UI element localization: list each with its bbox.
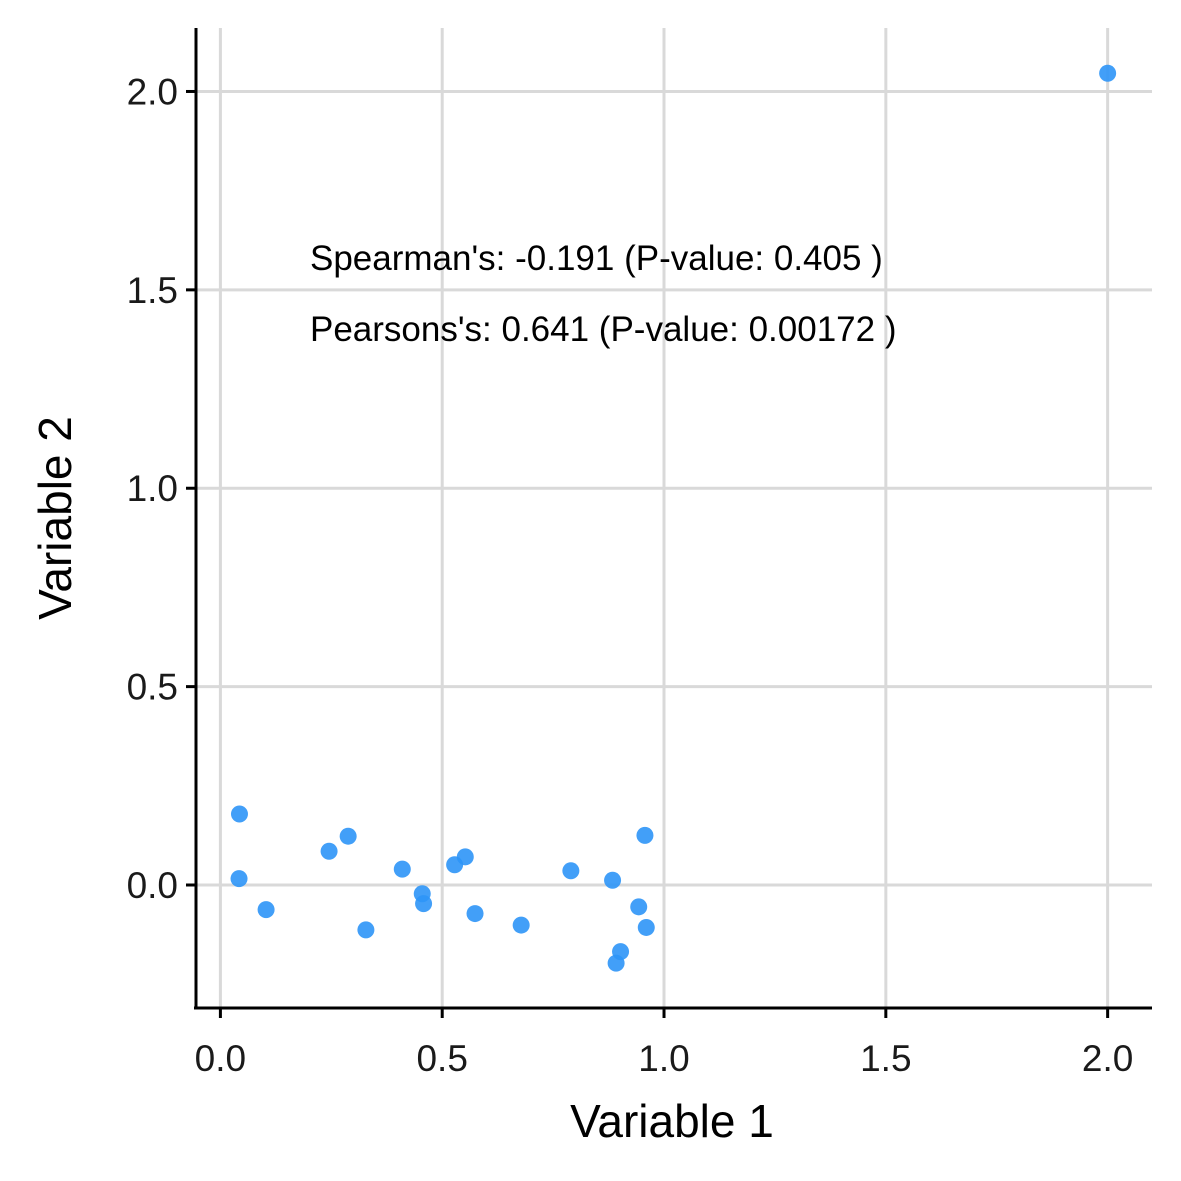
- data-point: [257, 901, 275, 919]
- data-point: [466, 905, 484, 923]
- y-tick-label: 2.0: [127, 71, 178, 112]
- data-point: [339, 827, 357, 845]
- data-point: [636, 826, 654, 844]
- data-point: [230, 870, 248, 888]
- x-gridlines: [218, 28, 1110, 1008]
- data-point: [562, 862, 580, 880]
- x-axis-ticks: 0.0 0.5 1.0 1.5 2.0: [195, 1008, 1133, 1079]
- y-axis-ticks: 0.0 0.5 1.0 1.5 2.0: [127, 71, 196, 906]
- data-point: [357, 921, 375, 939]
- data-point: [230, 805, 248, 823]
- x-tick-label: 1.0: [638, 1038, 689, 1079]
- y-tick-label: 0.0: [127, 865, 178, 906]
- x-axis-title: Variable 1: [570, 1095, 774, 1147]
- y-tick-label: 0.5: [127, 667, 178, 708]
- pearson-annotation: Pearsons's: 0.641 (P-value: 0.00172 ): [310, 310, 896, 349]
- x-tick-label: 0.5: [416, 1038, 467, 1079]
- y-gridlines: [196, 89, 1152, 887]
- x-tick-label: 0.0: [195, 1038, 246, 1079]
- x-tick-label: 1.5: [860, 1038, 911, 1079]
- data-point: [630, 898, 648, 916]
- y-tick-label: 1.5: [127, 270, 178, 311]
- data-points: [230, 64, 1117, 972]
- spearman-annotation: Spearman's: -0.191 (P-value: 0.405 ): [310, 239, 883, 278]
- data-point: [393, 860, 411, 878]
- y-axis-title: Variable 2: [29, 416, 81, 620]
- data-point: [512, 916, 530, 934]
- data-point: [415, 895, 433, 913]
- data-point: [604, 871, 622, 889]
- data-point: [1099, 64, 1117, 82]
- y-tick-label: 1.0: [127, 468, 178, 509]
- data-point: [612, 943, 630, 961]
- x-tick-label: 2.0: [1082, 1038, 1133, 1079]
- data-point: [637, 918, 655, 936]
- data-point: [320, 842, 338, 860]
- data-point: [456, 848, 474, 866]
- correlation-annotations: Spearman's: -0.191 (P-value: 0.405 ) Pea…: [310, 239, 896, 349]
